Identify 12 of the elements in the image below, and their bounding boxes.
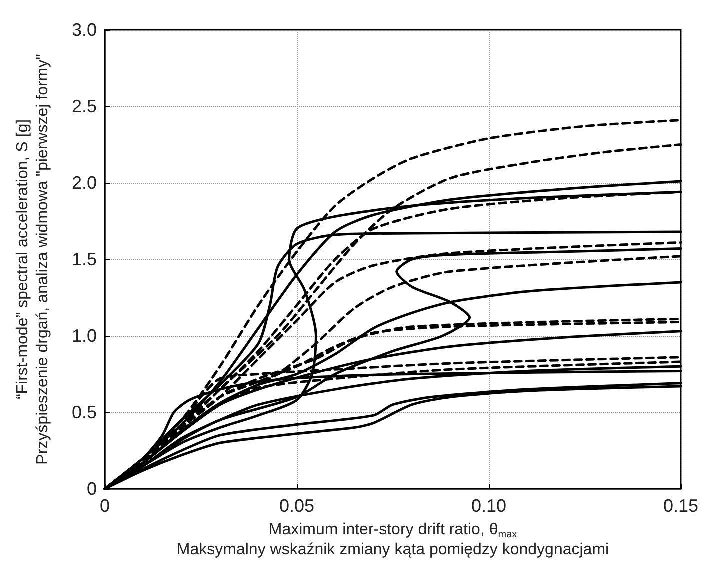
y-tick-label: 2.5 (72, 96, 97, 116)
y-tick-label: 1.0 (72, 326, 97, 346)
y-tick-label: 0 (86, 479, 97, 499)
y-axis-title: “First-mode” spectral acceleration, S [g] Przyśpieszenie drgań, analiza widmowa "pierwszej formy" (14, 54, 52, 465)
x-tick-label: 0.15 (663, 496, 699, 516)
x-tick-label: 0 (100, 496, 110, 516)
x-tick-label: 0.05 (279, 496, 315, 516)
y-tick-label: 0.5 (72, 402, 97, 422)
y-tick-label: 1.5 (72, 250, 97, 270)
x-tick-label: 0.10 (471, 496, 507, 516)
y-tick-label: 2.0 (72, 173, 97, 193)
y-tick-label: 3.0 (72, 20, 97, 40)
